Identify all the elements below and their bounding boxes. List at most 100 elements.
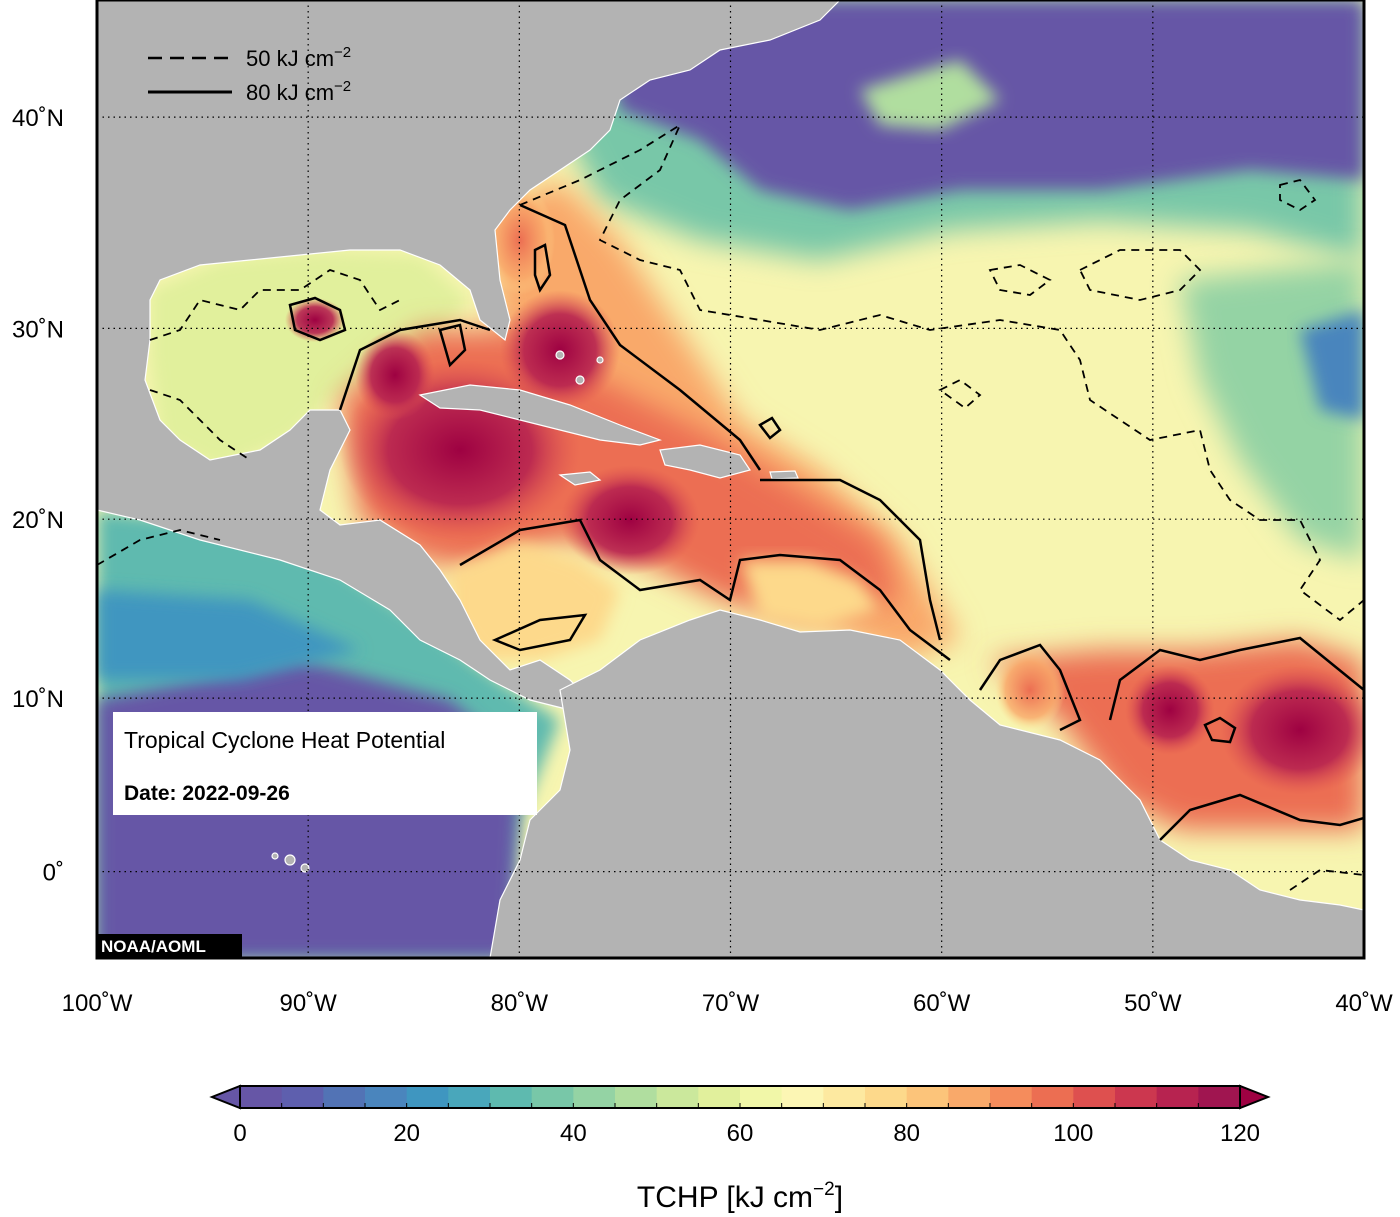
longitude-tick-label: 70˚W xyxy=(702,990,760,1017)
colorbar-bin xyxy=(906,1086,949,1108)
credit-badge: NOAA/AOML xyxy=(97,934,242,958)
contour-80-caribbean-coast xyxy=(338,318,491,411)
colorbar-tick-label: 80 xyxy=(893,1120,920,1147)
contour-80-loop-current xyxy=(288,296,347,342)
colorbar-bin xyxy=(448,1086,491,1108)
colorbar-bin xyxy=(656,1086,699,1108)
credit-background xyxy=(97,934,242,958)
colorbar-bin xyxy=(990,1086,1033,1108)
contour-50-gulf-south xyxy=(149,389,251,461)
latitude-tick-label: 10˚N xyxy=(12,686,64,713)
colorbar-bin xyxy=(615,1086,658,1108)
colorbar-tick-label: 40 xyxy=(560,1120,587,1147)
hot-core-yucatan xyxy=(355,330,435,420)
legend-solid-label: 80 kJ cm−2 xyxy=(246,78,351,105)
latitude-labels: 40˚N 30˚N 20˚N 10˚N 0˚ xyxy=(12,105,64,886)
land-hispaniola xyxy=(659,444,751,479)
colorbar-bin xyxy=(365,1086,408,1108)
colorbar-bin xyxy=(865,1086,908,1108)
contour-legend: 50 kJ cm−2 80 kJ cm−2 xyxy=(148,44,351,105)
latitude-tick-label: 30˚N xyxy=(12,316,64,343)
latitude-tick-label: 0˚ xyxy=(43,860,64,887)
latitude-tick-label: 20˚N xyxy=(12,507,64,534)
longitude-tick-label: 60˚W xyxy=(913,990,971,1017)
cold-water-east-core xyxy=(1300,310,1364,420)
map-panel: 50 kJ cm−2 80 kJ cm−2 Tropical Cyclone H… xyxy=(97,0,1364,958)
land-jamaica xyxy=(558,471,602,486)
contour-50-east-band xyxy=(1078,249,1202,301)
map-frame xyxy=(95,0,1366,960)
colorbar-tick-label: 20 xyxy=(393,1120,420,1147)
title-box: Tropical Cyclone Heat Potential Date: 20… xyxy=(113,712,537,815)
colorbar-bin xyxy=(573,1086,616,1108)
contour-80-ring-bahamas xyxy=(533,243,552,293)
colorbar-bin xyxy=(323,1086,366,1108)
colorbar-bin xyxy=(240,1086,283,1108)
contour-80-east-caribbean xyxy=(760,478,942,641)
contour-80-ring-small xyxy=(1203,716,1237,744)
latitude-tick-label: 40˚N xyxy=(12,105,64,132)
land-cuba xyxy=(418,384,663,446)
colorbar-under-arrow xyxy=(209,1084,241,1110)
land-bahamas-2 xyxy=(575,375,585,385)
legend-dashed-label: 50 kJ cm−2 xyxy=(246,44,351,71)
longitude-tick-label: 40˚W xyxy=(1335,990,1393,1017)
contour-80-equatorial-east xyxy=(1108,636,1364,721)
contour-80-ring-atlantic xyxy=(758,416,782,440)
land-puerto-rico xyxy=(769,470,799,480)
contours-50 xyxy=(97,122,1364,891)
contour-50-pacific xyxy=(97,529,221,566)
cold-water-north-band xyxy=(860,60,1000,130)
contour-50-northeast xyxy=(1279,178,1317,212)
land-galapagos-3 xyxy=(271,852,279,860)
contour-80-equatorial-south xyxy=(1159,793,1364,841)
contour-50-mid-band xyxy=(988,264,1052,296)
colorbar-bin xyxy=(1198,1086,1241,1108)
colorbar: 0 20 40 60 80 100 120 TCHP [kJ cm−2] xyxy=(209,1084,1271,1214)
credit-text: NOAA/AOML xyxy=(101,937,206,956)
colorbar-title: TCHP [kJ cm−2] xyxy=(637,1179,843,1214)
map-title: Tropical Cyclone Heat Potential xyxy=(124,727,445,753)
gulf-field xyxy=(150,250,470,470)
colorbar-bin xyxy=(781,1086,824,1108)
hot-core-equatorial-east xyxy=(1220,665,1364,795)
colorbar-tick-label: 100 xyxy=(1053,1120,1093,1147)
hot-core-bahamas xyxy=(500,290,620,410)
contour-50-gulf xyxy=(149,269,401,341)
land-bahamas-3 xyxy=(596,356,604,364)
contour-50-ring-mid xyxy=(938,378,982,410)
southern-caribbean-field xyxy=(450,540,620,660)
southern-caribbean-east xyxy=(740,560,880,630)
colorbar-bin xyxy=(406,1086,449,1108)
colorbar-bin xyxy=(281,1086,324,1108)
colorbar-bin xyxy=(1073,1086,1116,1108)
colorbar-bin xyxy=(1156,1086,1199,1108)
longitude-tick-label: 80˚W xyxy=(491,990,549,1017)
warm-core-equatorial-west xyxy=(995,650,1065,730)
title-box-background xyxy=(113,712,537,815)
map-date: Date: 2022-09-26 xyxy=(124,782,290,805)
land-galapagos-1 xyxy=(284,854,296,866)
contour-50-gulf-stream xyxy=(519,122,1364,622)
colorbar-bin xyxy=(740,1086,783,1108)
colorbar-tick-label: 120 xyxy=(1220,1120,1260,1147)
colorbar-bin xyxy=(1115,1086,1158,1108)
colorbar-bin xyxy=(1031,1086,1074,1108)
colorbar-tick-label: 60 xyxy=(727,1120,754,1147)
land-north-america xyxy=(97,0,841,711)
longitude-tick-label: 50˚W xyxy=(1124,990,1182,1017)
colorbar-tick-label: 0 xyxy=(233,1120,246,1147)
colorbar-bin xyxy=(698,1086,741,1108)
cool-water-pacific-mid xyxy=(97,590,360,680)
longitude-labels: 100˚W 90˚W 80˚W 70˚W 60˚W 50˚W 40˚W xyxy=(62,990,1393,1017)
contour-80-ring-gulf xyxy=(438,323,467,368)
hot-core-equatorial-mid xyxy=(1125,665,1215,755)
longitude-tick-label: 100˚W xyxy=(62,990,133,1017)
colorbar-bins xyxy=(240,1086,1241,1108)
longitude-tick-label: 90˚W xyxy=(279,990,337,1017)
land-bahamas-1 xyxy=(555,350,565,360)
colorbar-bin xyxy=(531,1086,574,1108)
colorbar-ticks: 0 20 40 60 80 100 120 xyxy=(233,1103,1260,1147)
contour-80-caribbean-north xyxy=(519,203,762,471)
